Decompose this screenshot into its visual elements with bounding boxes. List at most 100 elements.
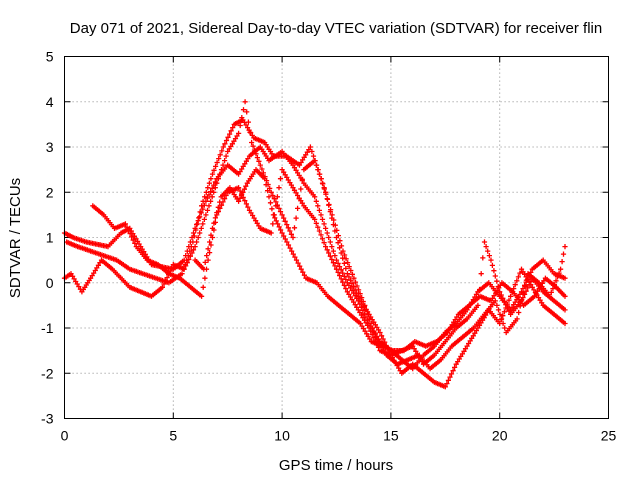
data-point-marker: [198, 225, 204, 231]
data-point-marker: [315, 224, 321, 230]
data-point-marker: [502, 325, 508, 331]
data-point-marker: [333, 266, 340, 272]
data-point-marker: [274, 194, 280, 200]
data-point-marker: [323, 225, 329, 231]
data-point-marker: [340, 279, 346, 285]
data-point-marker: [209, 225, 216, 231]
data-point-marker: [214, 180, 220, 186]
data-point-marker: [199, 203, 205, 209]
data-point-marker: [208, 198, 214, 204]
data-point-marker: [223, 137, 230, 144]
data-point-marker: [292, 254, 298, 260]
data-point-marker: [271, 196, 277, 202]
data-point-marker: [281, 215, 287, 221]
data-point-marker: [212, 215, 218, 221]
data-point-marker: [560, 251, 567, 257]
data-point-marker: [357, 291, 363, 297]
data-point-marker: [324, 230, 330, 236]
data-point-marker: [122, 221, 128, 227]
data-point-marker: [217, 199, 223, 205]
data-point-marker: [129, 234, 135, 240]
data-point-marker: [329, 244, 335, 250]
data-point-marker: [379, 333, 385, 339]
data-point-marker: [318, 232, 324, 238]
data-point-marker: [195, 234, 201, 241]
data-point-marker: [332, 222, 338, 228]
data-point-marker: [202, 259, 208, 265]
data-point-marker: [284, 222, 290, 228]
data-point-marker: [329, 212, 335, 218]
data-point-marker: [159, 284, 165, 290]
data-point-marker: [475, 302, 481, 308]
data-point-marker: [338, 243, 345, 249]
data-point-marker: [187, 248, 193, 254]
data-point-marker: [267, 200, 274, 206]
data-point-marker: [277, 176, 284, 182]
data-point-marker: [481, 239, 488, 245]
data-point-marker: [331, 217, 337, 223]
data-point-marker: [478, 271, 484, 277]
data-point-marker: [240, 107, 247, 113]
data-point-marker: [223, 153, 229, 159]
data-point-marker: [297, 263, 303, 269]
y-tick-label: 3: [46, 139, 54, 155]
data-point-marker: [347, 277, 354, 283]
data-point-marker: [202, 275, 208, 281]
data-point-marker: [348, 267, 354, 274]
data-point-marker: [359, 295, 365, 301]
data-point-marker: [371, 329, 377, 336]
data-point-marker: [321, 221, 327, 227]
data-point-marker: [124, 224, 130, 230]
data-point-marker: [300, 269, 306, 275]
data-point-marker: [266, 194, 272, 200]
data-point-marker: [338, 276, 344, 282]
data-point-marker: [218, 167, 225, 173]
data-point-marker: [268, 189, 274, 195]
data-point-marker: [262, 176, 268, 182]
data-point-marker: [127, 231, 133, 237]
data-point-marker: [242, 99, 248, 105]
series-track-c: [90, 167, 568, 367]
data-point-marker: [314, 162, 320, 168]
data-point-marker: [253, 151, 259, 157]
data-point-marker: [204, 253, 210, 259]
data-point-marker: [293, 215, 299, 221]
data-point-marker: [179, 271, 185, 277]
data-point-marker: [488, 257, 494, 263]
data-point-marker: [368, 320, 374, 327]
data-point-marker: [281, 233, 287, 239]
data-point-marker: [237, 195, 243, 201]
data-point-marker: [494, 302, 500, 308]
data-point-marker: [344, 271, 350, 277]
data-point-marker: [315, 203, 321, 209]
data-point-marker: [242, 198, 248, 204]
data-point-marker: [130, 237, 136, 243]
data-point-marker: [316, 228, 322, 234]
data-markers: [61, 99, 568, 390]
data-point-marker: [204, 207, 211, 213]
data-point-marker: [520, 290, 526, 296]
data-point-marker: [480, 255, 486, 261]
data-point-marker: [514, 278, 520, 284]
data-point-marker: [209, 194, 215, 200]
data-point-marker: [211, 220, 217, 226]
data-point-marker: [332, 253, 338, 259]
data-point-marker: [215, 204, 221, 210]
data-point-marker: [492, 273, 498, 279]
data-point-marker: [495, 307, 502, 313]
data-point-marker: [213, 163, 219, 169]
data-point-marker: [326, 250, 332, 256]
data-point-marker: [194, 221, 200, 227]
data-point-marker: [556, 270, 562, 276]
data-point-marker: [243, 201, 249, 207]
y-tick-label: 2: [46, 184, 54, 200]
data-point-marker: [334, 227, 340, 233]
data-point-marker: [500, 295, 506, 301]
chart-title: Day 071 of 2021, Sidereal Day-to-day VTE…: [70, 20, 602, 37]
data-point-marker: [343, 256, 349, 262]
data-point-marker: [324, 196, 331, 202]
data-point-marker: [326, 234, 332, 241]
data-point-marker: [547, 293, 553, 299]
data-point-marker: [312, 158, 318, 164]
data-point-marker: [241, 186, 247, 192]
